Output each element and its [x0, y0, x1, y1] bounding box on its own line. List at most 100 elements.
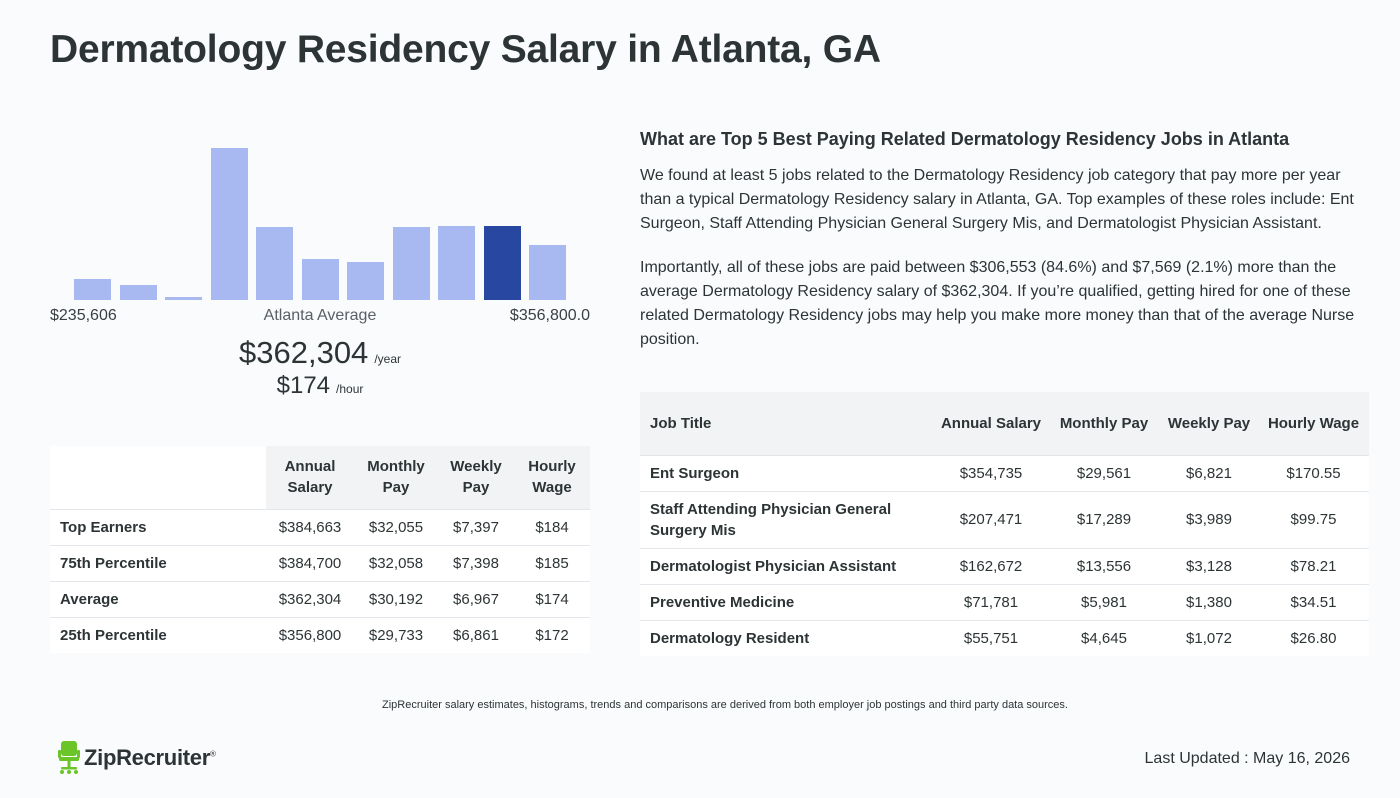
weekly-cell: $6,861 [438, 616, 514, 653]
annual-cell: $71,781 [934, 583, 1048, 620]
monthly-cell: $13,556 [1048, 547, 1160, 584]
job-title-cell: Staff Attending Physician General Surger… [640, 490, 934, 548]
header-annual-salary: Annual Salary [934, 392, 1048, 455]
header-blank [50, 446, 266, 509]
table-row: Preventive Medicine $71,781 $5,981 $1,38… [640, 583, 1369, 620]
weekly-cell: $1,380 [1160, 583, 1258, 620]
hourly-cell: $184 [514, 508, 590, 545]
monthly-cell: $17,289 [1048, 490, 1160, 548]
header-monthly-pay: Monthly Pay [354, 446, 438, 509]
annual-cell: $55,751 [934, 619, 1048, 656]
table-row: Dermatologist Physician Assistant $162,6… [640, 547, 1369, 584]
hourly-cell: $26.80 [1258, 619, 1369, 656]
related-jobs-paragraph: Importantly, all of these jobs are paid … [640, 259, 1355, 348]
hourly-cell: $170.55 [1258, 454, 1369, 491]
jobs-table-header: Job Title Annual Salary Monthly Pay Week… [640, 392, 1369, 455]
weekly-cell: $6,967 [438, 580, 514, 617]
table-row: Dermatology Resident $55,751 $4,645 $1,0… [640, 619, 1369, 656]
histogram-bar [256, 227, 293, 300]
hourly-cell: $34.51 [1258, 583, 1369, 620]
monthly-cell: $5,981 [1048, 583, 1160, 620]
average-hourly-salary: $174/hour [50, 372, 590, 400]
header-monthly-pay: Monthly Pay [1048, 392, 1160, 455]
histogram-bar [119, 285, 157, 300]
histogram-bar [210, 148, 248, 300]
hourly-cell: $172 [514, 616, 590, 653]
weekly-cell: $7,398 [438, 544, 514, 581]
row-label: Top Earners [50, 508, 266, 545]
hourly-cell: $174 [514, 580, 590, 617]
header-job-title: Job Title [640, 392, 934, 455]
percentile-table: Annual Salary Monthly Pay Weekly Pay Hou… [50, 446, 590, 653]
logo-text: ZipRecruiter® [84, 745, 216, 771]
monthly-cell: $29,561 [1048, 454, 1160, 491]
histogram-bar [483, 226, 521, 300]
related-jobs-table: Job Title Annual Salary Monthly Pay Week… [640, 392, 1369, 656]
histogram-min-label: $235,606 [50, 307, 117, 324]
histogram-bar [301, 259, 339, 300]
annual-cell: $354,735 [934, 454, 1048, 491]
histogram-bar [529, 245, 566, 300]
annual-cell: $362,304 [266, 580, 354, 617]
histogram-max-label: $356,800.0 [509, 307, 590, 324]
header-weekly-pay: Weekly Pay [438, 446, 514, 509]
annual-cell: $384,663 [266, 508, 354, 545]
annual-cell: $162,672 [934, 547, 1048, 584]
monthly-cell: $32,055 [354, 508, 438, 545]
row-label: 75th Percentile [50, 544, 266, 581]
monthly-cell: $30,192 [354, 580, 438, 617]
table-row: 25th Percentile $356,800 $29,733 $6,861 … [50, 616, 590, 653]
monthly-cell: $4,645 [1048, 619, 1160, 656]
annual-cell: $207,471 [934, 490, 1048, 548]
table-row: 75th Percentile $384,700 $32,058 $7,398 … [50, 544, 590, 581]
histogram-axis: Atlanta Average $235,606 $356,800.0 [50, 307, 590, 327]
annual-cell: $356,800 [266, 616, 354, 653]
job-title-cell: Preventive Medicine [640, 583, 934, 620]
average-yearly-salary: $362,304/year [50, 335, 590, 371]
related-jobs-paragraph: We found at least 5 jobs related to the … [640, 167, 1354, 232]
histogram-bar [165, 297, 202, 300]
table-row: Average $362,304 $30,192 $6,967 $174 [50, 580, 590, 617]
percentile-table-header: Annual Salary Monthly Pay Weekly Pay Hou… [50, 446, 590, 509]
ziprecruiter-logo[interactable]: ZipRecruiter® [58, 740, 216, 776]
header-annual-salary: Annual Salary [266, 446, 354, 509]
table-row: Staff Attending Physician General Surger… [640, 490, 1369, 548]
histogram-average-label: Atlanta Average [263, 307, 377, 324]
header-weekly-pay: Weekly Pay [1160, 392, 1258, 455]
monthly-cell: $32,058 [354, 544, 438, 581]
salary-histogram [50, 130, 590, 302]
registered-mark: ® [209, 749, 216, 759]
hourly-cell: $78.21 [1258, 547, 1369, 584]
chair-icon [58, 741, 80, 774]
histogram-bar [392, 227, 430, 300]
annual-cell: $384,700 [266, 544, 354, 581]
weekly-cell: $6,821 [1160, 454, 1258, 491]
header-hourly-wage: Hourly Wage [514, 446, 590, 509]
weekly-cell: $7,397 [438, 508, 514, 545]
row-label: 25th Percentile [50, 616, 266, 653]
last-updated: Last Updated : May 16, 2026 [1144, 750, 1350, 767]
row-label: Average [50, 580, 266, 617]
data-source-footnote: ZipRecruiter salary estimates, histogram… [382, 699, 1068, 711]
job-title-cell: Dermatology Resident [640, 619, 934, 656]
header-hourly-wage: Hourly Wage [1258, 392, 1369, 455]
average-yearly-value: $362,304 [239, 335, 369, 370]
monthly-cell: $29,733 [354, 616, 438, 653]
weekly-cell: $3,989 [1160, 490, 1258, 548]
job-title-cell: Dermatologist Physician Assistant [640, 547, 934, 584]
page-title: Dermatology Residency Salary in Atlanta,… [50, 28, 881, 71]
weekly-cell: $3,128 [1160, 547, 1258, 584]
weekly-cell: $1,072 [1160, 619, 1258, 656]
logo-name: ZipRecruiter [84, 745, 210, 770]
average-yearly-unit: /year [374, 352, 401, 366]
hourly-cell: $99.75 [1258, 490, 1369, 548]
hourly-cell: $185 [514, 544, 590, 581]
table-row: Ent Surgeon $354,735 $29,561 $6,821 $170… [640, 454, 1369, 491]
related-jobs-heading: What are Top 5 Best Paying Related Derma… [640, 129, 1290, 149]
histogram-bar [74, 279, 111, 300]
job-title-cell: Ent Surgeon [640, 454, 934, 491]
average-hourly-value: $174 [276, 372, 331, 399]
histogram-bar [347, 262, 384, 300]
histogram-bar [438, 226, 475, 300]
table-row: Top Earners $384,663 $32,055 $7,397 $184 [50, 508, 590, 545]
